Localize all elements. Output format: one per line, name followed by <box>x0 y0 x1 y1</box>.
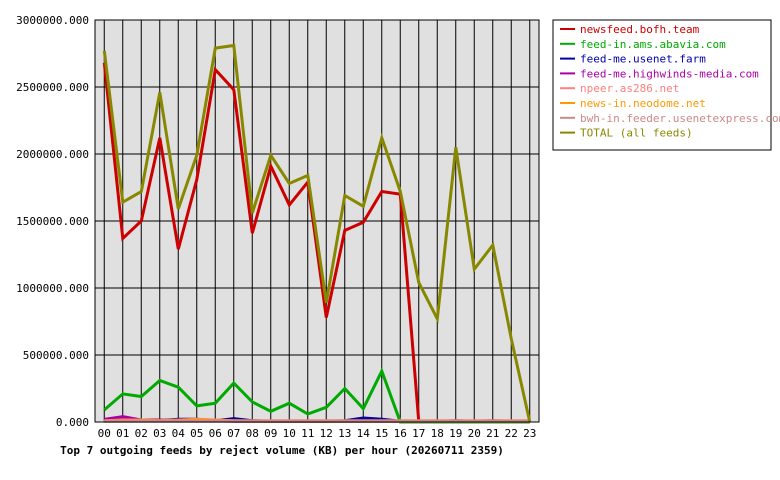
x-tick-label: 08 <box>246 427 259 440</box>
x-axis-ticks: 00 01 02 03 04 05 06 07 08 09 10 11 12 13 14 15 16 17 18 19… <box>98 427 537 440</box>
legend-label: TOTAL (all feeds) <box>580 127 693 140</box>
x-tick-label: 15 <box>375 427 388 440</box>
y-tick-label: 1500000.000 <box>16 215 89 228</box>
x-tick-label: 06 <box>209 427 222 440</box>
legend-label: feed-in.ams.abavia.com <box>580 38 726 51</box>
x-tick-label: 21 <box>486 427 499 440</box>
y-tick-label: 3000000.000 <box>16 14 89 27</box>
x-tick-label: 04 <box>172 427 186 440</box>
y-tick-label: 0.000 <box>56 416 89 429</box>
x-tick-label: 12 <box>320 427 333 440</box>
y-tick-label: 500000.000 <box>23 349 89 362</box>
legend-label: feed-me.highwinds-media.com <box>580 67 759 80</box>
x-tick-label: 13 <box>338 427 351 440</box>
plot-border <box>94 19 540 423</box>
x-tick-label: 18 <box>431 427 444 440</box>
x-tick-label: 10 <box>283 427 296 440</box>
x-tick-label: 22 <box>505 427 518 440</box>
x-tick-label: 17 <box>412 427 425 440</box>
x-tick-label: 01 <box>116 427 129 440</box>
y-tick-label: 2000000.000 <box>16 148 89 161</box>
x-tick-label: 03 <box>153 427 166 440</box>
x-tick-label: 05 <box>190 427 203 440</box>
x-tick-label: 11 <box>301 427 314 440</box>
x-tick-label: 09 <box>264 427 277 440</box>
legend: newsfeed.bofh.team feed-in.ams.abavia.com… <box>552 19 780 151</box>
legend-label: news-in.neodome.net <box>580 97 706 110</box>
x-tick-label: 07 <box>227 427 240 440</box>
legend-label: feed-me.usenet.farm <box>580 53 706 66</box>
y-tick-label: 1000000.000 <box>16 282 89 295</box>
legend-label: newsfeed.bofh.team <box>580 23 700 36</box>
x-tick-label: 20 <box>468 427 481 440</box>
y-tick-label: 2500000.000 <box>16 81 89 94</box>
x-tick-label: 16 <box>394 427 407 440</box>
x-tick-label: 14 <box>357 427 371 440</box>
legend-box <box>552 19 772 151</box>
x-tick-label: 19 <box>449 427 462 440</box>
series-line-7 <box>102 43 532 423</box>
x-tick-label: 00 <box>98 427 111 440</box>
legend-label: bwh-in.feeder.usenetexpress.com <box>580 112 780 125</box>
chart-title: Top 7 outgoing feeds by reject volume (K… <box>60 444 504 457</box>
legend-label: npeer.as286.net <box>580 82 679 95</box>
y-axis-ticks: 0.000 500000.000 1000000.000 1500000.000 200… <box>16 14 89 429</box>
x-tick-label: 02 <box>135 427 148 440</box>
x-tick-label: 23 <box>523 427 536 440</box>
